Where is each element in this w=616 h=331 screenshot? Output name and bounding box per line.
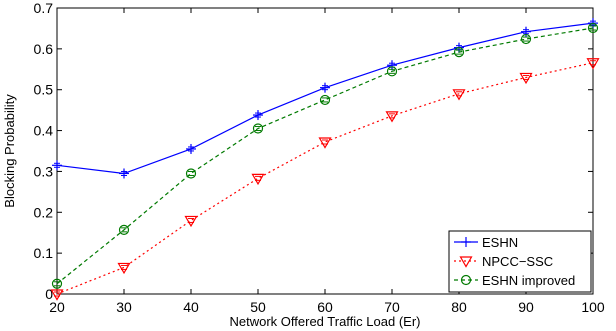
data-marker xyxy=(387,60,397,71)
data-marker xyxy=(452,89,466,101)
data-point xyxy=(320,82,330,93)
y-tick-label: 0.4 xyxy=(34,123,54,139)
data-point xyxy=(452,89,466,101)
x-tick-label: 50 xyxy=(250,299,266,315)
x-tick-label: 20 xyxy=(49,299,65,315)
data-point xyxy=(318,137,332,149)
y-tick-label: 0.2 xyxy=(34,204,54,220)
legend-item: ESHN improved xyxy=(454,273,575,288)
data-marker xyxy=(520,33,532,45)
data-marker xyxy=(385,111,399,123)
legend-marker xyxy=(460,274,472,286)
x-tick-label: 60 xyxy=(317,299,333,315)
legend-label: ESHN xyxy=(482,235,518,250)
data-point xyxy=(119,168,129,179)
series-1 xyxy=(50,58,600,301)
x-tick-label: 70 xyxy=(384,299,400,315)
x-tick-label: 90 xyxy=(518,299,534,315)
legend-marker xyxy=(459,256,473,268)
legend-item: ESHN xyxy=(454,235,518,250)
series-2 xyxy=(51,22,599,289)
x-tick-label: 80 xyxy=(451,299,467,315)
data-point xyxy=(184,215,198,228)
data-marker xyxy=(252,123,264,134)
data-marker xyxy=(587,22,599,34)
data-point xyxy=(117,262,131,275)
data-marker xyxy=(386,66,398,77)
data-point xyxy=(385,111,399,123)
data-point xyxy=(587,22,599,34)
data-point xyxy=(251,173,265,186)
data-marker xyxy=(51,278,63,289)
data-marker xyxy=(118,224,130,235)
legend-box xyxy=(448,230,592,293)
data-marker xyxy=(253,110,263,121)
data-point xyxy=(252,123,264,134)
data-point xyxy=(520,33,532,45)
legend-item: NPCC−SSC xyxy=(454,254,553,269)
data-marker xyxy=(586,58,600,70)
legend: ESHN NPCC−SSC ESHN improved xyxy=(448,230,592,293)
data-marker xyxy=(318,137,332,149)
data-point xyxy=(253,110,263,121)
x-tick-label: 100 xyxy=(581,299,605,315)
series-line xyxy=(56,27,594,285)
data-marker xyxy=(184,215,198,228)
data-marker xyxy=(319,94,331,106)
y-tick-label: 0.3 xyxy=(34,163,54,179)
x-tick-label: 40 xyxy=(183,299,199,315)
data-marker xyxy=(519,72,533,85)
data-point xyxy=(386,66,398,77)
data-point xyxy=(185,168,197,179)
data-point xyxy=(453,47,465,58)
data-point xyxy=(319,94,331,106)
legend-marker xyxy=(461,237,471,247)
axis-ticks: 20 30 40 50 60 70 80 90 100 0 0.1 0.2 0.3 0.4 0.5 0.6 0.… xyxy=(34,0,605,315)
y-tick-label: 0 xyxy=(45,286,53,302)
data-point xyxy=(586,58,600,70)
data-point xyxy=(118,224,130,235)
y-tick-label: 0.7 xyxy=(34,0,54,16)
data-point xyxy=(519,72,533,85)
series-layer xyxy=(50,18,600,301)
data-point xyxy=(51,278,63,289)
legend-label: ESHN improved xyxy=(482,273,575,288)
data-marker xyxy=(453,47,465,58)
data-marker xyxy=(320,82,330,93)
data-point xyxy=(186,143,196,154)
y-tick-label: 0.5 xyxy=(34,82,54,98)
data-marker xyxy=(52,160,62,171)
x-axis-label: Network Offered Traffic Load (Er) xyxy=(230,314,421,329)
y-tick-label: 0.6 xyxy=(34,41,54,57)
x-tick-label: 30 xyxy=(116,299,132,315)
legend-label: NPCC−SSC xyxy=(482,254,553,269)
data-marker xyxy=(251,173,265,186)
data-marker xyxy=(50,289,64,301)
y-axis-label: Blocking Probability xyxy=(2,94,17,208)
data-marker xyxy=(119,168,129,179)
data-marker xyxy=(186,143,196,154)
data-marker xyxy=(117,262,131,275)
data-point xyxy=(52,160,62,171)
data-marker xyxy=(185,168,197,179)
y-tick-label: 0.1 xyxy=(34,245,54,261)
data-point xyxy=(50,289,64,301)
